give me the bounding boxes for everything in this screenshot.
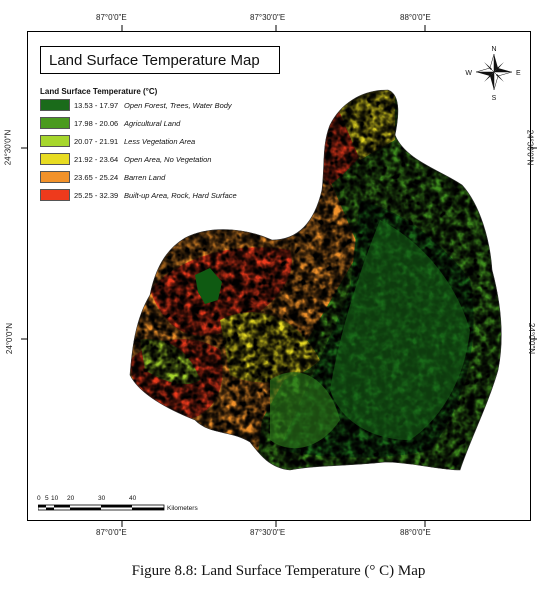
figure-caption: Figure 8.8: Land Surface Temperature (° … — [131, 563, 426, 579]
legend-label: Barren Land — [124, 172, 166, 182]
legend-label: Less Vegetation Area — [124, 136, 196, 146]
tick-bottom-2: 87°30'0"E — [250, 528, 286, 537]
legend-range: 17.98 - 20.06 — [74, 118, 119, 128]
legend-swatch — [40, 171, 70, 183]
scale-label-40: 40 — [129, 495, 137, 502]
tick-top-3: 88°0'0"E — [400, 13, 431, 22]
scale-label-5: 5 — [45, 495, 49, 502]
legend-label: Built-up Area, Rock, Hard Surface — [124, 190, 237, 200]
legend-swatch — [40, 99, 70, 111]
north-letter-n: N — [491, 46, 496, 53]
north-letter-e: E — [516, 70, 521, 77]
legend-item: 20.07 - 21.91 Less Vegetation Area — [40, 134, 195, 148]
scale-label-10: 10 — [51, 495, 59, 502]
tick-top-1: 87°0'0"E — [96, 13, 127, 22]
legend-swatch — [40, 117, 70, 129]
tick-left-1: 24°30'0"N — [3, 129, 13, 166]
scale-label-0: 0 — [37, 495, 41, 502]
legend-range: 25.25 - 32.39 — [74, 190, 119, 200]
legend-item: 21.92 - 23.64 Open Area, No Vegetation — [40, 152, 211, 166]
graticule-ticks — [21, 25, 537, 527]
north-arrow-icon: N S E W — [465, 46, 521, 102]
tick-bottom-1: 87°0'0"E — [96, 528, 127, 537]
tick-bottom-3: 88°0'0"E — [400, 528, 431, 537]
legend-range: 23.65 - 25.24 — [74, 172, 119, 182]
legend-item: 23.65 - 25.24 Barren Land — [40, 170, 165, 184]
north-letter-w: W — [465, 70, 472, 77]
legend-title: Land Surface Temperature (°C) — [40, 87, 158, 96]
scale-bar: 0 5 10 20 30 40 Kilometers — [37, 495, 208, 522]
region-boundary — [129, 89, 502, 471]
legend-item: 25.25 - 32.39 Built-up Area, Rock, Hard S… — [40, 188, 237, 202]
legend-label: Agricultural Land — [124, 118, 181, 128]
legend-range: 20.07 - 21.91 — [74, 136, 119, 146]
scale-unit: Kilometers — [167, 505, 198, 512]
tick-right-2: 24°0'0"N — [527, 322, 537, 355]
tick-right-1: 24°30'0"N — [525, 129, 535, 166]
tick-top-2: 87°30'0"E — [250, 13, 286, 22]
scale-label-20: 20 — [67, 495, 75, 502]
legend-range: 13.53 - 17.97 — [74, 100, 119, 110]
legend-swatch — [40, 153, 70, 165]
legend-item: 17.98 - 20.06 Agricultural Land — [40, 116, 180, 130]
legend-swatch — [40, 135, 70, 147]
legend-range: 21.92 - 23.64 — [74, 154, 119, 164]
map-title: Land Surface Temperature Map — [40, 46, 280, 74]
legend-label: Open Forest, Trees, Water Body — [124, 100, 232, 110]
legend-item: 13.53 - 17.97 Open Forest, Trees, Water B… — [40, 98, 232, 112]
scale-label-30: 30 — [98, 495, 106, 502]
north-letter-s: S — [492, 95, 497, 102]
tick-left-2: 24°0'0"N — [5, 322, 15, 355]
legend-swatch — [40, 189, 70, 201]
legend-label: Open Area, No Vegetation — [124, 154, 212, 164]
